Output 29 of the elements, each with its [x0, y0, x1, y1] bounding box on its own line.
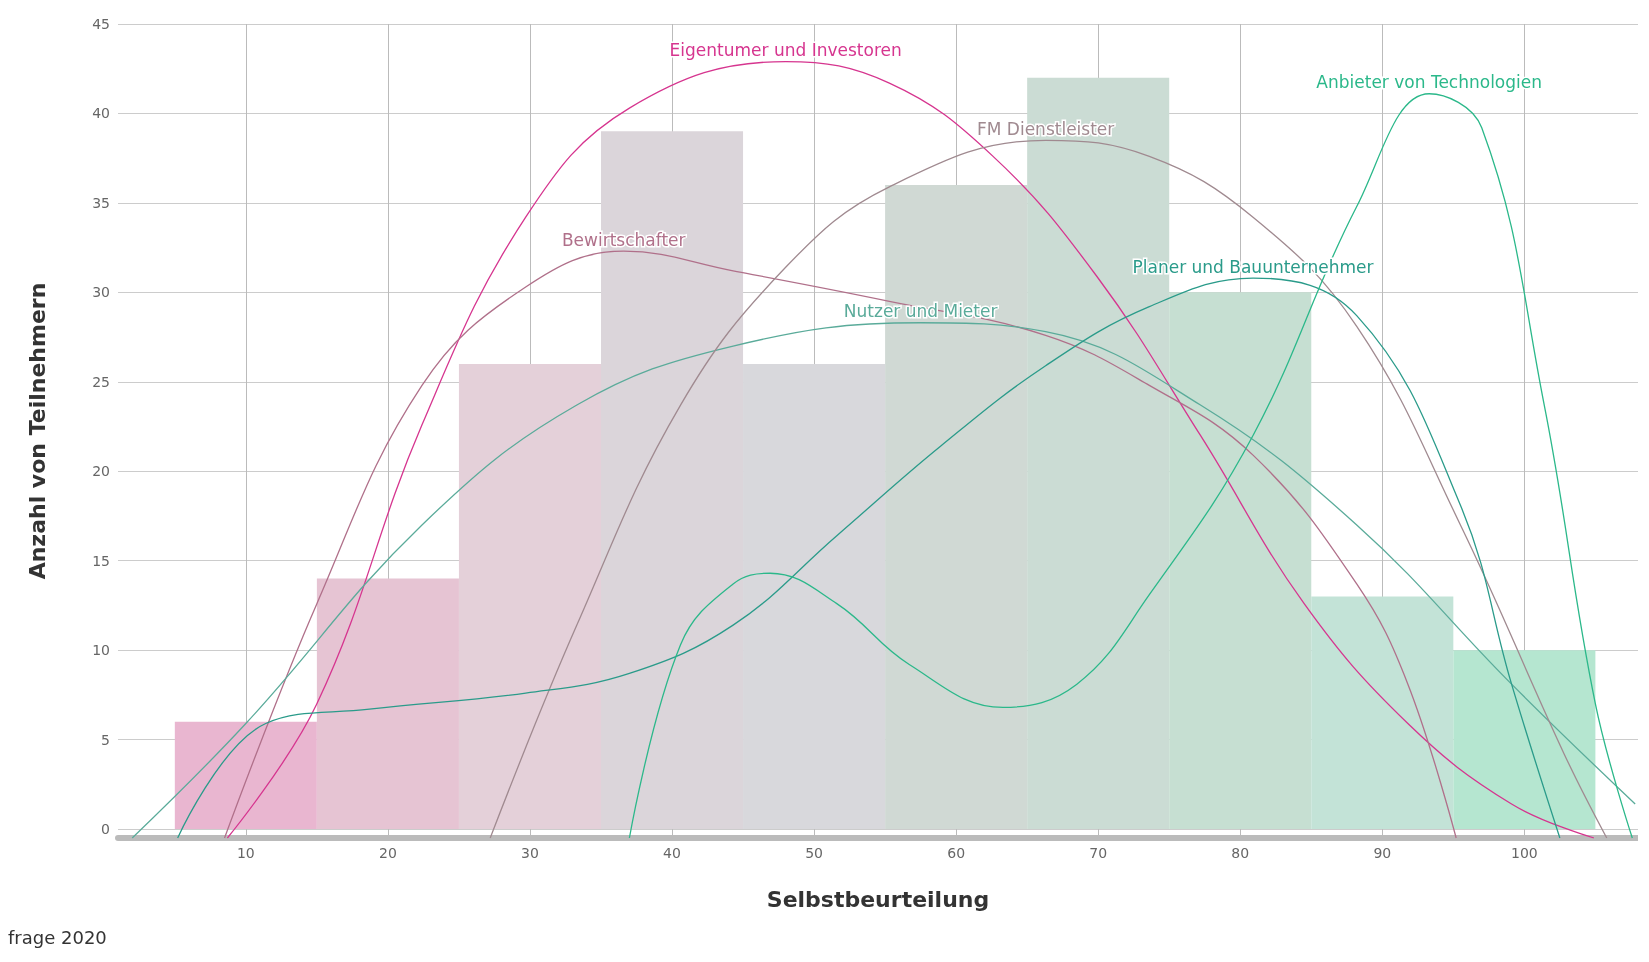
x-tick-label: 40: [663, 845, 681, 861]
line-series: [226, 60, 1595, 839]
series-label: Eigentumer und Investoren: [669, 40, 902, 61]
x-tick-label: 60: [947, 845, 966, 861]
x-tick-label: 50: [805, 845, 823, 861]
x-tick-label: 10: [236, 845, 255, 861]
y-tick-label: 20: [92, 463, 110, 480]
series-label: Bewirtschafter: [561, 229, 686, 250]
x-axis-title: Selbstbeurteilung: [766, 886, 990, 912]
y-tick-label: 25: [92, 373, 110, 390]
series-label: Anbieter von Technologien: [1316, 72, 1543, 93]
y-tick-label: 10: [92, 642, 110, 659]
x-tick-label: 90: [1373, 845, 1392, 861]
y-tick-label: 40: [92, 105, 110, 122]
y-tick-label: 35: [92, 194, 110, 211]
x-tick-label: 80: [1231, 845, 1250, 861]
y-axis-title: Anzahl von Teilnehmern: [24, 282, 50, 580]
line-series: [489, 139, 1608, 839]
y-tick-label: 45: [92, 16, 110, 32]
series-label: FM Dienstleister: [976, 118, 1115, 139]
x-tick-label: 100: [1510, 845, 1538, 861]
y-tick-label: 15: [92, 552, 110, 569]
x-tick-label: 70: [1089, 845, 1108, 861]
x-tick-label: 20: [378, 845, 397, 861]
text: frage 2020: [8, 926, 107, 948]
y-tick-label: 0: [101, 821, 110, 838]
y-tick-label: 30: [92, 284, 110, 301]
x-tick-label: 30: [521, 845, 539, 861]
y-tick-label: 5: [101, 731, 110, 748]
